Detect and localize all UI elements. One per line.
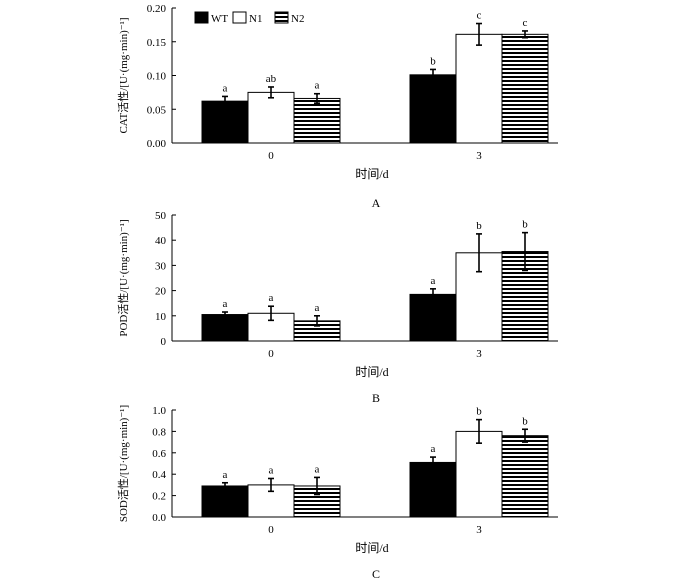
y-tick-label: 0.6	[152, 448, 166, 460]
x-axis-label: 时间/d	[355, 167, 388, 181]
significance-letter: a	[223, 82, 228, 94]
bar-n2-3	[501, 435, 549, 518]
significance-letter: a	[431, 275, 436, 287]
legend-swatch-wt	[194, 11, 209, 24]
y-tick-label: 0.10	[147, 71, 167, 83]
significance-letter: b	[476, 406, 482, 418]
significance-letter: a	[315, 80, 320, 92]
significance-letter: b	[476, 220, 482, 232]
bar-wt-3	[409, 461, 457, 518]
y-tick-label: 40	[155, 235, 167, 247]
legend-label: N1	[249, 13, 262, 25]
legend: WT N1 N2	[194, 11, 304, 25]
y-tick-label: 0.8	[152, 426, 166, 438]
significance-letter: a	[223, 298, 228, 310]
x-tick-label: 3	[476, 524, 482, 536]
bar-wt-3	[409, 293, 457, 342]
chart-panel-B: 0 10 20 30 40 50 POD活性/[U·(mg·min)⁻¹] a a a 0 a b b 3 时…	[116, 210, 558, 405]
legend-label: N2	[291, 13, 304, 25]
y-tick-label: 0.20	[147, 3, 167, 15]
x-tick-label: 3	[476, 348, 482, 360]
bar-n1-0	[247, 91, 295, 144]
significance-letter: a	[315, 302, 320, 314]
significance-letter: b	[522, 219, 528, 231]
significance-letter: c	[477, 10, 482, 22]
significance-letter: b	[430, 55, 436, 67]
bar-n1-3	[455, 33, 503, 144]
y-tick-label: 50	[155, 210, 167, 222]
significance-letter: a	[315, 463, 320, 475]
significance-letter: a	[431, 443, 436, 455]
y-axis-label: CAT活性/[U·(mg·min)⁻¹]	[116, 17, 130, 133]
y-tick-label: 1.0	[152, 405, 166, 417]
significance-letter: a	[223, 469, 228, 481]
x-tick-label: 0	[268, 524, 274, 536]
legend-swatch-n2	[274, 11, 289, 24]
legend-swatch-n1	[232, 11, 247, 24]
y-tick-label: 30	[155, 260, 167, 272]
chart-panel-A: 0.00 0.05 0.10 0.15 0.20 CAT活性/[U·(mg·min)⁻¹]…	[116, 3, 558, 210]
y-tick-label: 20	[155, 286, 167, 298]
y-axis-label: POD活性/[U·(mg·min)⁻¹]	[116, 219, 130, 336]
x-tick-label: 0	[268, 348, 274, 360]
y-tick-label: 10	[155, 311, 167, 323]
bar-n2-0	[293, 97, 341, 144]
chart-panel-C: 0.0 0.2 0.4 0.6 0.8 1.0 SOD活性/[U·(mg·min)⁻¹] a a…	[116, 405, 558, 581]
significance-letter: ab	[266, 73, 277, 85]
panel-label: A	[372, 196, 381, 210]
significance-letter: b	[522, 415, 528, 427]
chart-panels: 0.000.050.100.150.20CAT活性/[U·(mg·min)⁻¹]…	[116, 3, 558, 581]
y-tick-label: 0.05	[147, 104, 167, 116]
y-axis-label: SOD活性/[U·(mg·min)⁻¹]	[116, 405, 130, 522]
y-tick-label: 0	[161, 336, 167, 348]
y-tick-label: 0.2	[152, 491, 166, 503]
y-tick-label: 0.15	[147, 37, 167, 49]
panel-label: B	[372, 391, 380, 405]
legend-label: WT	[211, 13, 228, 25]
significance-letter: a	[269, 292, 274, 304]
panel-label: C	[372, 567, 380, 581]
y-tick-label: 0.00	[147, 138, 167, 150]
y-tick-label: 0.0	[152, 512, 166, 524]
bar-wt-0	[201, 314, 249, 342]
x-tick-label: 3	[476, 150, 482, 162]
x-tick-label: 0	[268, 150, 274, 162]
y-tick-label: 0.4	[152, 469, 166, 481]
bar-wt-3	[409, 74, 457, 144]
x-axis-label: 时间/d	[355, 541, 388, 555]
bar-wt-0	[201, 100, 249, 144]
bar-n1-3	[455, 430, 503, 518]
significance-letter: a	[269, 464, 274, 476]
x-axis-label: 时间/d	[355, 365, 388, 379]
bar-n2-3	[501, 33, 549, 144]
significance-letter: c	[523, 17, 528, 29]
bar-wt-0	[201, 485, 249, 518]
